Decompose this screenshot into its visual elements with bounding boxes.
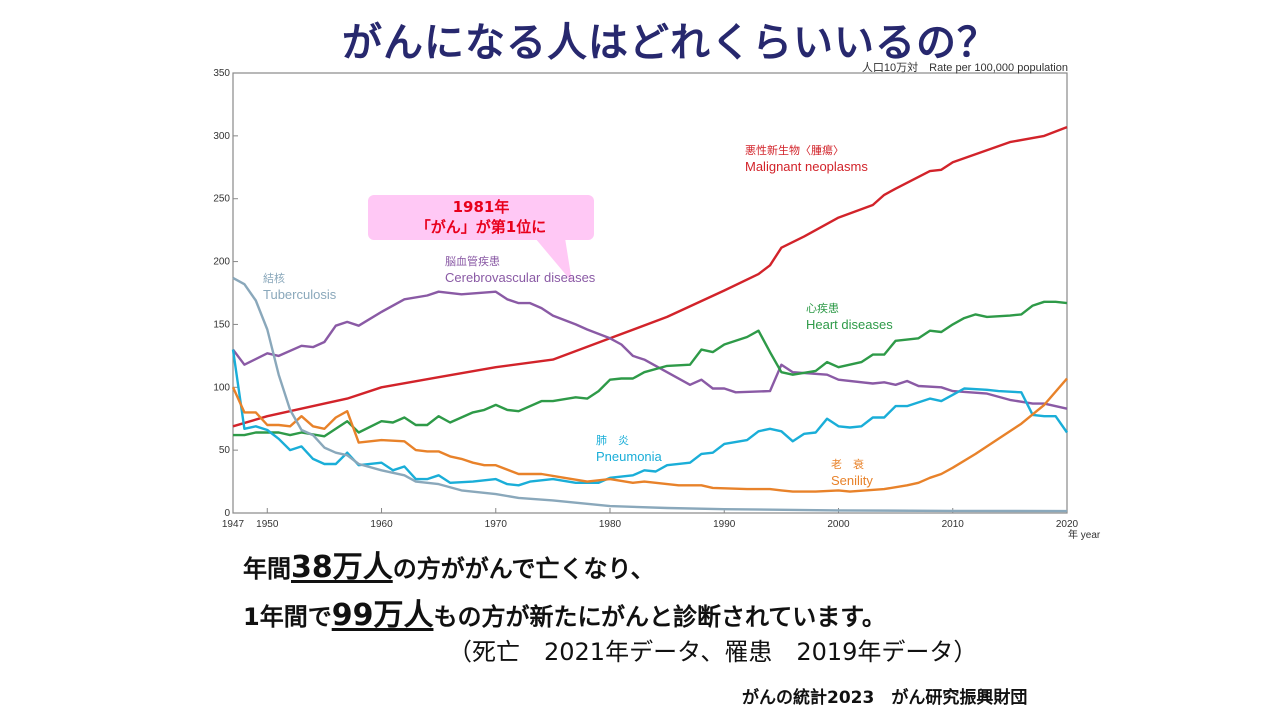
x-tick-label: 2020 bbox=[1056, 519, 1079, 530]
callout-tail bbox=[535, 238, 572, 282]
x-tick-label: 1960 bbox=[370, 519, 393, 530]
series-line-cerebrovascular-diseases bbox=[232, 290, 1068, 410]
series-line-tuberculosis bbox=[232, 276, 1068, 513]
text: の方ががんで亡くなり、 bbox=[392, 555, 655, 583]
y-tick-label: 200 bbox=[213, 257, 230, 268]
x-tick-label: 1950 bbox=[256, 519, 279, 530]
slide-title: がんになる人はどれくらいいるの？ bbox=[342, 20, 998, 66]
series-line-senility bbox=[231, 377, 1068, 493]
y-tick-label: 350 bbox=[213, 68, 230, 79]
x-axis-unit-label: 年 year bbox=[1068, 530, 1101, 541]
series-line-heart-diseases bbox=[233, 300, 1068, 438]
text: もの方が新たにがんと診断されています。 bbox=[433, 603, 886, 631]
data-year-note: （死亡 2021年データ、罹患 2019年データ） bbox=[448, 638, 978, 666]
x-tick-label: 2010 bbox=[942, 519, 965, 530]
y-tick-label: 150 bbox=[213, 319, 230, 330]
callout-text: 「がん」が第1位に bbox=[415, 218, 547, 236]
text: 1年間で bbox=[243, 603, 332, 631]
y-tick-label: 250 bbox=[213, 194, 230, 205]
y-axis-unit-label: 人口10万対 Rate per 100,000 population bbox=[861, 62, 1068, 74]
text: 年間 bbox=[243, 555, 291, 583]
x-tick-label: 2000 bbox=[827, 519, 850, 530]
series-line-pneumonia bbox=[231, 349, 1068, 487]
source-citation: がんの統計2023 がん研究振興財団 bbox=[742, 688, 1028, 708]
y-tick-label: 300 bbox=[213, 131, 230, 142]
callout-year: 1981年 bbox=[452, 198, 510, 216]
message-line-2: 1年間で99万人もの方が新たにがんと診断されています。 bbox=[243, 590, 886, 634]
y-tick-label: 50 bbox=[219, 445, 231, 456]
x-tick-label: 1980 bbox=[599, 519, 622, 530]
message-line-1: 年間38万人の方ががんで亡くなり、 bbox=[243, 542, 655, 586]
y-tick-label: 100 bbox=[213, 382, 230, 393]
x-tick-label: 1990 bbox=[713, 519, 736, 530]
series-label-cerebrovascular: 脳血管疾患 Cerebrovascular diseases bbox=[445, 256, 596, 285]
series-label-senility: 老 衰 Senility bbox=[831, 459, 873, 488]
series-label-tuberculosis: 結核 Tuberculosis bbox=[263, 273, 337, 302]
y-tick-label: 0 bbox=[224, 508, 230, 519]
x-tick-label: 1970 bbox=[485, 519, 508, 530]
series-line-malignant-neoplasms bbox=[232, 125, 1068, 428]
series-label-malignant: 悪性新生物〈腫瘍〉 Malignant neoplasms bbox=[745, 145, 868, 174]
series-label-heart: 心疾患 Heart diseases bbox=[806, 303, 893, 332]
diagnoses-highlight: 99万人 bbox=[331, 598, 434, 633]
series-label-pneumonia: 肺 炎 Pneumonia bbox=[596, 435, 662, 464]
callout-1981: 1981年 「がん」が第1位に bbox=[368, 195, 594, 240]
x-tick-label: 1947 bbox=[222, 519, 245, 530]
deaths-highlight: 38万人 bbox=[291, 550, 393, 585]
plot-frame bbox=[232, 72, 1068, 514]
